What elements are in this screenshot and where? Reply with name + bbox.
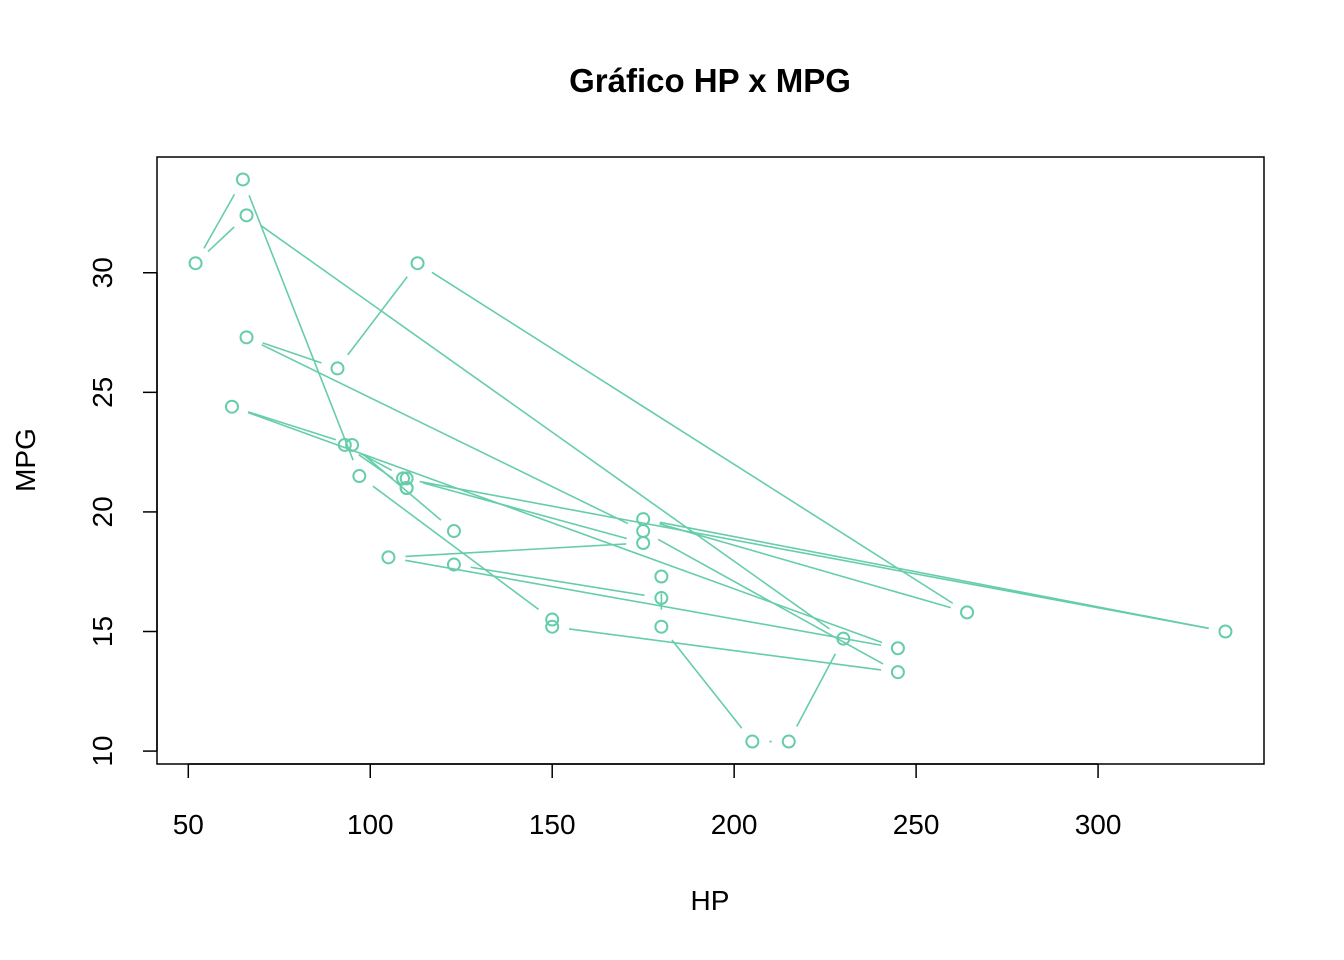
line-segment bbox=[347, 276, 408, 356]
line-segment bbox=[419, 480, 1209, 630]
y-tick-label: 15 bbox=[87, 616, 118, 647]
line-segment bbox=[247, 411, 337, 441]
series-points bbox=[188, 172, 1233, 749]
line-segment bbox=[247, 411, 883, 644]
data-point bbox=[188, 256, 203, 271]
y-tick-label: 20 bbox=[87, 496, 118, 527]
data-point bbox=[396, 471, 410, 486]
x-axis: 50 100 150 200 250 300 bbox=[173, 763, 1122, 840]
x-tick-label: 50 bbox=[173, 809, 204, 840]
data-point bbox=[345, 437, 360, 452]
line-segment bbox=[207, 226, 235, 253]
line-segment bbox=[568, 628, 882, 671]
y-tick-label: 30 bbox=[87, 257, 118, 288]
data-point bbox=[890, 665, 905, 680]
data-point bbox=[654, 569, 669, 584]
data-point bbox=[960, 605, 975, 620]
data-point bbox=[399, 471, 414, 486]
plot-frame bbox=[156, 156, 1265, 765]
data-point bbox=[239, 208, 254, 223]
data-point bbox=[636, 512, 651, 527]
y-tick-label: 10 bbox=[87, 736, 118, 767]
line-segment bbox=[422, 482, 627, 540]
x-tick-label: 100 bbox=[347, 809, 394, 840]
line-segment bbox=[248, 195, 354, 461]
line-segment bbox=[359, 452, 393, 472]
data-point bbox=[654, 619, 669, 634]
data-point bbox=[239, 330, 254, 345]
data-point bbox=[654, 591, 669, 606]
data-point bbox=[410, 256, 425, 271]
data-point bbox=[545, 619, 560, 634]
data-point bbox=[1218, 624, 1233, 639]
data-point bbox=[224, 399, 239, 414]
data-point bbox=[235, 172, 250, 187]
line-segment bbox=[796, 653, 837, 727]
data-point bbox=[446, 557, 461, 572]
line-segment bbox=[431, 271, 954, 604]
data-point bbox=[330, 361, 345, 376]
line-segment bbox=[659, 523, 951, 609]
data-point bbox=[381, 550, 396, 565]
line-segment bbox=[262, 342, 322, 364]
line-segment bbox=[405, 559, 882, 647]
chart-title: Gráfico HP x MPG bbox=[569, 62, 851, 99]
line-segment bbox=[259, 224, 830, 630]
data-point bbox=[890, 641, 905, 656]
data-point bbox=[745, 734, 760, 749]
data-point bbox=[781, 734, 796, 749]
data-point bbox=[446, 524, 461, 539]
line-segment bbox=[364, 455, 442, 521]
y-tick-label: 25 bbox=[87, 377, 118, 408]
line-segment bbox=[657, 538, 884, 665]
x-tick-label: 250 bbox=[893, 809, 940, 840]
data-point bbox=[545, 612, 560, 627]
x-tick-label: 300 bbox=[1075, 809, 1122, 840]
line-segment bbox=[261, 344, 629, 525]
data-point bbox=[636, 536, 651, 551]
line-segment bbox=[372, 485, 540, 611]
line-segment bbox=[203, 193, 236, 249]
data-point bbox=[636, 524, 651, 539]
data-point bbox=[352, 469, 367, 484]
data-point bbox=[337, 437, 352, 452]
x-axis-label: HP bbox=[691, 885, 730, 916]
line-segment bbox=[671, 639, 743, 729]
x-tick-label: 200 bbox=[711, 809, 758, 840]
x-tick-label: 150 bbox=[529, 809, 576, 840]
line-segment bbox=[470, 566, 645, 597]
data-point bbox=[836, 631, 851, 646]
y-axis: 10 15 20 25 30 bbox=[87, 257, 158, 767]
y-axis-label: MPG bbox=[10, 428, 41, 492]
series-line bbox=[203, 193, 1209, 743]
line-segment bbox=[405, 543, 627, 558]
